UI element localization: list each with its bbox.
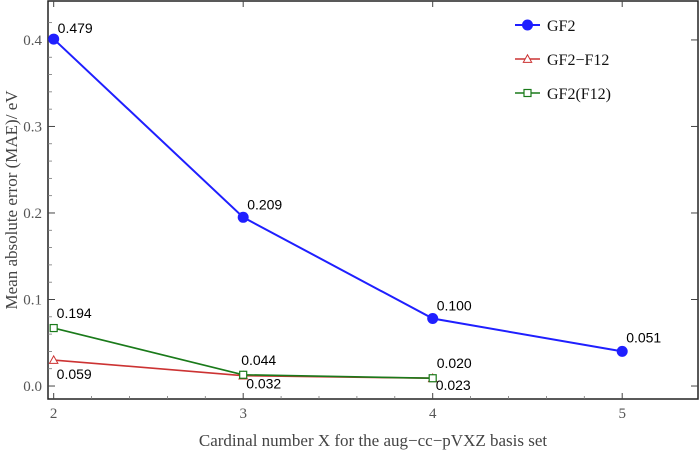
legend-marker xyxy=(523,88,532,98)
legend-entry: GF2 xyxy=(547,18,575,35)
data-label: 0.479 xyxy=(58,20,93,36)
legend-marker xyxy=(522,19,533,31)
plot-frame xyxy=(47,0,699,400)
x-tick-label: 5 xyxy=(618,406,626,422)
y-tick-label: 0.1 xyxy=(23,293,42,309)
x-axis-title: Cardinal number X for the aug−cc−pVXZ ba… xyxy=(199,431,547,450)
legend-marker xyxy=(522,53,533,63)
data-point xyxy=(48,33,60,45)
data-label: 0.051 xyxy=(626,329,661,345)
legend-entry: GF2−F12 xyxy=(547,52,609,69)
data-label: 0.100 xyxy=(437,298,472,314)
x-tick-label: 3 xyxy=(239,406,247,422)
y-axis-title: Mean absolute error (MAE)/ eV xyxy=(2,90,21,310)
data-point xyxy=(48,354,59,364)
data-label: 0.023 xyxy=(436,377,471,393)
data-label: 0.059 xyxy=(57,366,92,382)
data-label: 0.020 xyxy=(437,355,472,371)
data-label: 0.044 xyxy=(241,352,276,368)
y-tick-label: 0.2 xyxy=(23,206,42,222)
x-tick-label: 4 xyxy=(429,406,437,422)
y-tick-label: 0.0 xyxy=(23,379,42,395)
data-point xyxy=(237,211,249,223)
data-label: 0.032 xyxy=(246,376,281,392)
data-label: 0.209 xyxy=(247,196,282,212)
y-tick-label: 0.4 xyxy=(23,33,42,49)
x-tick-label: 2 xyxy=(50,406,58,422)
data-point xyxy=(239,370,248,379)
data-point xyxy=(49,323,58,333)
y-tick-label: 0.3 xyxy=(23,119,42,135)
data-label: 0.194 xyxy=(57,305,92,321)
legend-entry: GF2(F12) xyxy=(547,86,611,103)
data-point xyxy=(616,345,628,357)
data-point xyxy=(428,374,437,383)
data-point xyxy=(427,313,439,325)
series-line-gf2 xyxy=(53,38,623,353)
